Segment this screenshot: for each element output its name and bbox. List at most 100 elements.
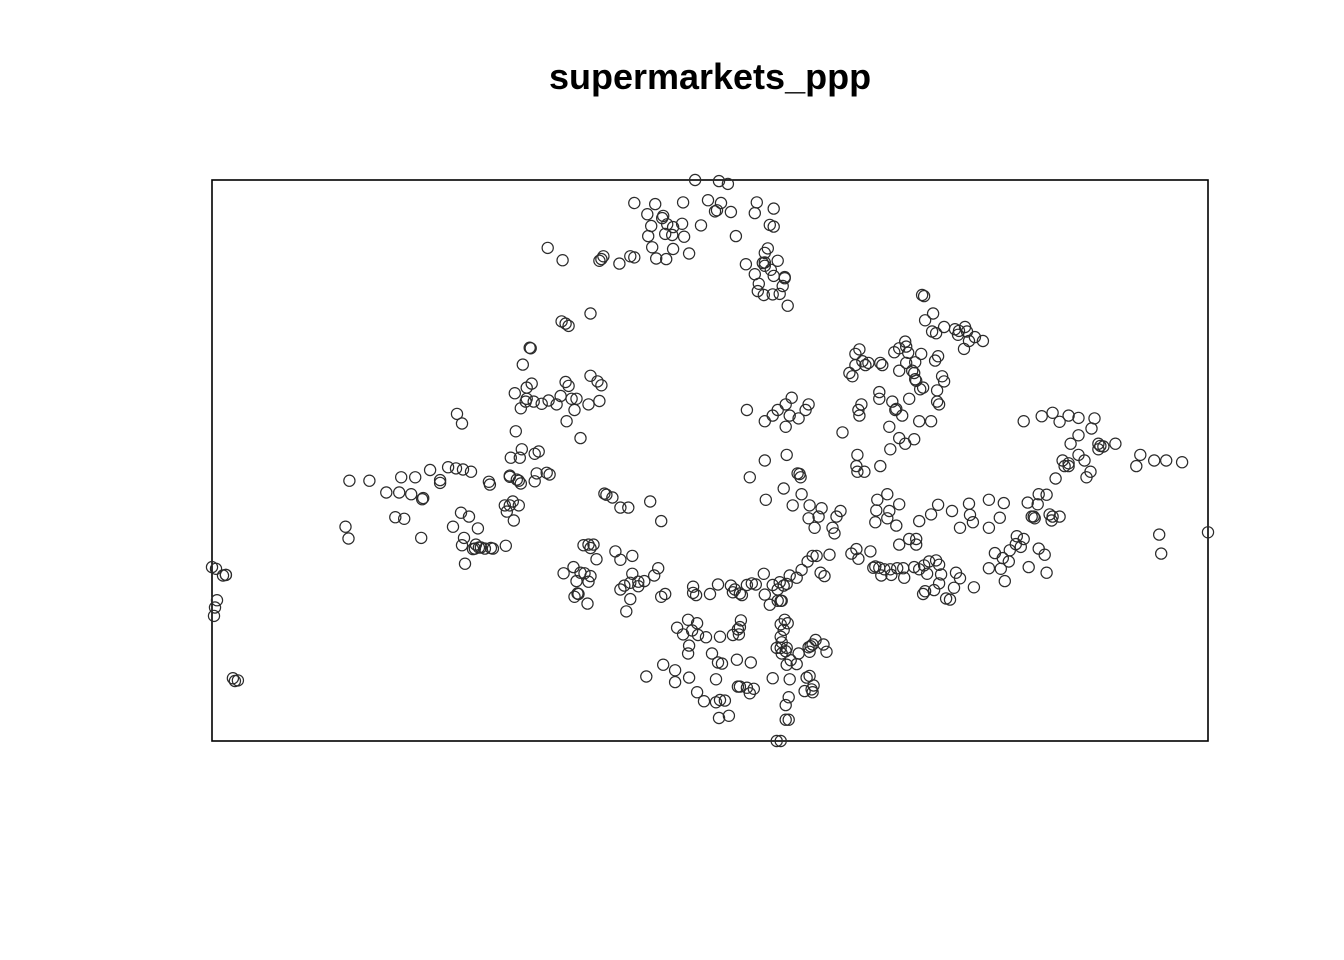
data-point <box>686 580 700 593</box>
data-point <box>1014 540 1028 554</box>
data-point <box>852 552 865 565</box>
data-point <box>504 451 517 464</box>
chart-title: supermarkets_ppp <box>548 56 872 97</box>
data-point <box>666 220 680 234</box>
data-point <box>584 541 597 555</box>
data-point <box>915 347 928 361</box>
data-point <box>661 218 674 231</box>
data-point <box>478 542 492 555</box>
data-point <box>446 520 460 533</box>
data-point <box>584 569 597 583</box>
data-point <box>874 356 887 370</box>
data-point <box>795 563 808 577</box>
data-point <box>803 669 816 683</box>
data-point <box>875 569 888 582</box>
data-point <box>1017 532 1030 546</box>
data-point <box>928 354 942 367</box>
data-point <box>776 279 789 293</box>
data-point <box>790 571 803 584</box>
data-point <box>759 493 773 506</box>
data-point <box>846 370 859 383</box>
data-point <box>681 647 695 660</box>
data-point <box>1072 429 1085 442</box>
data-point <box>732 628 746 641</box>
data-point <box>873 392 886 405</box>
data-point <box>743 471 757 484</box>
data-point <box>1201 526 1215 539</box>
data-point <box>415 531 428 545</box>
data-point <box>499 539 512 553</box>
data-point <box>748 206 762 220</box>
data-point <box>743 687 757 700</box>
data-point <box>620 605 633 618</box>
data-point <box>943 593 957 606</box>
data-point <box>777 482 790 495</box>
data-point <box>622 501 635 514</box>
data-point <box>976 334 990 348</box>
data-point <box>750 196 764 209</box>
data-point <box>780 577 793 591</box>
data-point <box>916 381 930 394</box>
data-point <box>1147 454 1161 467</box>
data-point <box>562 379 575 393</box>
data-point <box>934 568 948 581</box>
data-point <box>781 299 794 312</box>
data-point <box>398 512 411 526</box>
data-point <box>1097 440 1110 453</box>
data-point <box>735 588 749 602</box>
data-point <box>785 391 798 404</box>
data-point <box>883 504 896 518</box>
data-point <box>793 467 806 481</box>
data-point <box>782 691 795 704</box>
data-point <box>515 443 529 456</box>
data-point <box>503 499 516 512</box>
data-point <box>890 402 903 416</box>
data-point <box>889 403 902 417</box>
data-point <box>339 520 352 533</box>
data-point <box>850 542 863 556</box>
data-point <box>966 516 980 529</box>
data-point <box>749 578 763 591</box>
data-point <box>668 675 682 689</box>
data-point <box>1003 544 1017 557</box>
data-point <box>559 375 572 389</box>
data-point <box>450 407 464 421</box>
data-point <box>900 356 913 370</box>
data-point <box>681 613 695 627</box>
data-point <box>773 287 786 301</box>
data-point <box>953 572 967 585</box>
data-point <box>675 217 689 230</box>
points-layer <box>205 173 1215 748</box>
data-point <box>614 583 627 596</box>
data-point <box>1038 548 1051 561</box>
data-point <box>774 630 787 643</box>
data-point <box>712 174 726 188</box>
data-point <box>1028 512 1041 525</box>
data-point <box>541 241 554 255</box>
data-point <box>628 251 641 264</box>
data-point <box>874 459 887 473</box>
data-point <box>869 516 882 529</box>
data-point <box>924 415 938 428</box>
data-point <box>456 463 470 476</box>
data-point <box>780 658 793 671</box>
data-point <box>751 284 765 298</box>
data-point <box>893 431 906 445</box>
data-point <box>783 569 796 582</box>
data-point <box>705 647 719 660</box>
data-point <box>498 499 511 512</box>
data-point <box>582 575 595 588</box>
data-point <box>913 415 926 428</box>
data-point <box>209 562 223 576</box>
data-point <box>781 617 794 630</box>
data-point <box>703 587 717 601</box>
data-point <box>1159 454 1173 467</box>
data-point <box>512 474 526 487</box>
data-point <box>774 594 787 608</box>
data-point <box>666 242 680 256</box>
data-point <box>916 587 930 601</box>
data-point <box>584 307 597 320</box>
data-point <box>1046 406 1059 419</box>
data-point <box>886 395 899 408</box>
data-point <box>570 392 583 405</box>
